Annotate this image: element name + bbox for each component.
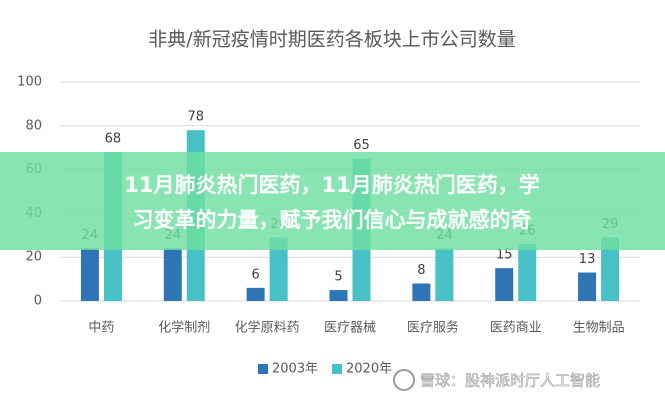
x-tick-label: 医药商业 — [490, 321, 542, 336]
bar — [163, 248, 182, 301]
y-tick-label: 80 — [25, 118, 42, 133]
data-label: 13 — [579, 252, 596, 267]
data-label: 8 — [417, 263, 425, 278]
data-label: 5 — [334, 270, 342, 285]
legend-label: 2003年 — [272, 362, 318, 377]
data-label: 15 — [496, 248, 513, 263]
y-tick-label: 100 — [17, 75, 42, 90]
bar — [412, 283, 431, 301]
y-tick-label: 0 — [34, 294, 42, 309]
watermark-icon — [393, 369, 415, 391]
y-tick-label: 20 — [25, 250, 42, 265]
bar — [578, 272, 597, 301]
banner-text: 11月肺炎热门医药，11月肺炎热门医药，学 — [124, 173, 539, 197]
x-tick-label: 生物制品 — [573, 321, 625, 336]
bar — [601, 237, 620, 301]
x-tick-label: 化学制剂 — [158, 320, 210, 336]
bar — [269, 237, 288, 301]
legend-swatch — [258, 364, 268, 374]
legend-label: 2020年 — [346, 362, 392, 377]
bar — [495, 268, 514, 301]
bar — [329, 290, 348, 301]
data-label: 68 — [105, 132, 122, 147]
chart-title: 非典/新冠疫情时期医药各板块上市公司数量 — [148, 29, 515, 51]
data-label: 65 — [353, 138, 370, 153]
x-tick-label: 中药 — [88, 321, 114, 336]
banner — [0, 152, 665, 250]
bar — [518, 244, 537, 301]
x-tick-label: 医疗服务 — [407, 320, 459, 336]
banner-text: 习变革的力量，赋予我们信心与成就感的奇 — [133, 208, 532, 232]
legend-swatch — [332, 364, 342, 374]
x-tick-label: 化学原料药 — [235, 320, 300, 336]
data-label: 6 — [252, 267, 260, 282]
bar — [435, 248, 454, 301]
bar — [246, 287, 265, 301]
watermark: 雪球：股神派时厅人工智能 — [420, 372, 600, 390]
x-tick-label: 医疗器械 — [324, 321, 376, 336]
bar — [80, 248, 99, 301]
data-label: 78 — [188, 110, 205, 125]
